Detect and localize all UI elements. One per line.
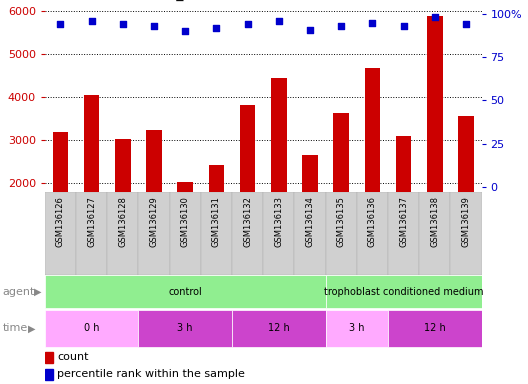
Point bbox=[88, 18, 96, 24]
Point bbox=[181, 28, 190, 35]
Bar bbox=[45, 310, 138, 347]
Bar bbox=[396, 136, 411, 192]
Text: GSM136138: GSM136138 bbox=[430, 196, 439, 247]
Text: GSM136136: GSM136136 bbox=[368, 196, 377, 247]
Text: GDS2414 / 226353_at: GDS2414 / 226353_at bbox=[45, 0, 197, 1]
Bar bbox=[232, 310, 326, 347]
Text: 0 h: 0 h bbox=[84, 323, 99, 333]
Bar bbox=[138, 310, 232, 347]
Point bbox=[461, 22, 470, 28]
Text: GSM136137: GSM136137 bbox=[399, 196, 408, 247]
Text: GSM136134: GSM136134 bbox=[306, 196, 315, 247]
Bar bbox=[84, 95, 99, 192]
Text: GSM136132: GSM136132 bbox=[243, 196, 252, 247]
Bar bbox=[232, 192, 263, 275]
Text: GSM136126: GSM136126 bbox=[56, 196, 65, 247]
Bar bbox=[326, 275, 482, 308]
Point bbox=[243, 22, 252, 28]
Bar bbox=[450, 192, 482, 275]
Bar bbox=[295, 192, 326, 275]
Bar bbox=[45, 352, 53, 363]
Text: GSM136131: GSM136131 bbox=[212, 196, 221, 247]
Text: time: time bbox=[3, 323, 28, 333]
Bar bbox=[302, 155, 318, 192]
Point bbox=[150, 23, 158, 29]
Bar bbox=[209, 165, 224, 192]
Bar bbox=[138, 192, 169, 275]
Bar bbox=[177, 182, 193, 192]
Text: GSM136135: GSM136135 bbox=[337, 196, 346, 247]
Bar bbox=[240, 105, 256, 192]
Bar bbox=[419, 192, 450, 275]
Bar bbox=[146, 130, 162, 192]
Text: GSM136130: GSM136130 bbox=[181, 196, 190, 247]
Bar bbox=[271, 78, 287, 192]
Bar bbox=[326, 192, 357, 275]
Bar bbox=[76, 192, 107, 275]
Point bbox=[399, 23, 408, 29]
Text: percentile rank within the sample: percentile rank within the sample bbox=[57, 369, 245, 379]
Text: 12 h: 12 h bbox=[268, 323, 290, 333]
Text: 3 h: 3 h bbox=[349, 323, 364, 333]
Text: control: control bbox=[168, 287, 202, 297]
Point bbox=[430, 15, 439, 21]
Bar bbox=[263, 192, 295, 275]
Point bbox=[337, 23, 345, 29]
Bar bbox=[388, 192, 419, 275]
Bar bbox=[45, 369, 53, 380]
Point bbox=[306, 26, 314, 33]
Point bbox=[56, 22, 65, 28]
Bar bbox=[169, 192, 201, 275]
Text: count: count bbox=[57, 353, 89, 362]
Text: GSM136128: GSM136128 bbox=[118, 196, 127, 247]
Text: ▶: ▶ bbox=[28, 323, 35, 333]
Bar bbox=[458, 116, 474, 192]
Bar bbox=[333, 113, 349, 192]
Bar bbox=[364, 68, 380, 192]
Text: GSM136139: GSM136139 bbox=[461, 196, 470, 247]
Text: 12 h: 12 h bbox=[424, 323, 446, 333]
Bar bbox=[357, 192, 388, 275]
Bar bbox=[115, 139, 130, 192]
Text: agent: agent bbox=[3, 287, 35, 297]
Text: trophoblast conditioned medium: trophoblast conditioned medium bbox=[324, 287, 483, 297]
Bar bbox=[388, 310, 482, 347]
Bar bbox=[427, 16, 442, 192]
Point bbox=[368, 20, 376, 26]
Bar bbox=[53, 132, 68, 192]
Text: GSM136129: GSM136129 bbox=[149, 196, 158, 247]
Text: ▶: ▶ bbox=[34, 287, 42, 297]
Point bbox=[212, 25, 221, 31]
Text: GSM136133: GSM136133 bbox=[275, 196, 284, 247]
Bar bbox=[45, 275, 326, 308]
Bar bbox=[201, 192, 232, 275]
Bar bbox=[45, 192, 76, 275]
Text: GSM136127: GSM136127 bbox=[87, 196, 96, 247]
Text: 3 h: 3 h bbox=[177, 323, 193, 333]
Bar bbox=[326, 310, 388, 347]
Bar bbox=[107, 192, 138, 275]
Point bbox=[119, 22, 127, 28]
Point bbox=[275, 18, 283, 24]
